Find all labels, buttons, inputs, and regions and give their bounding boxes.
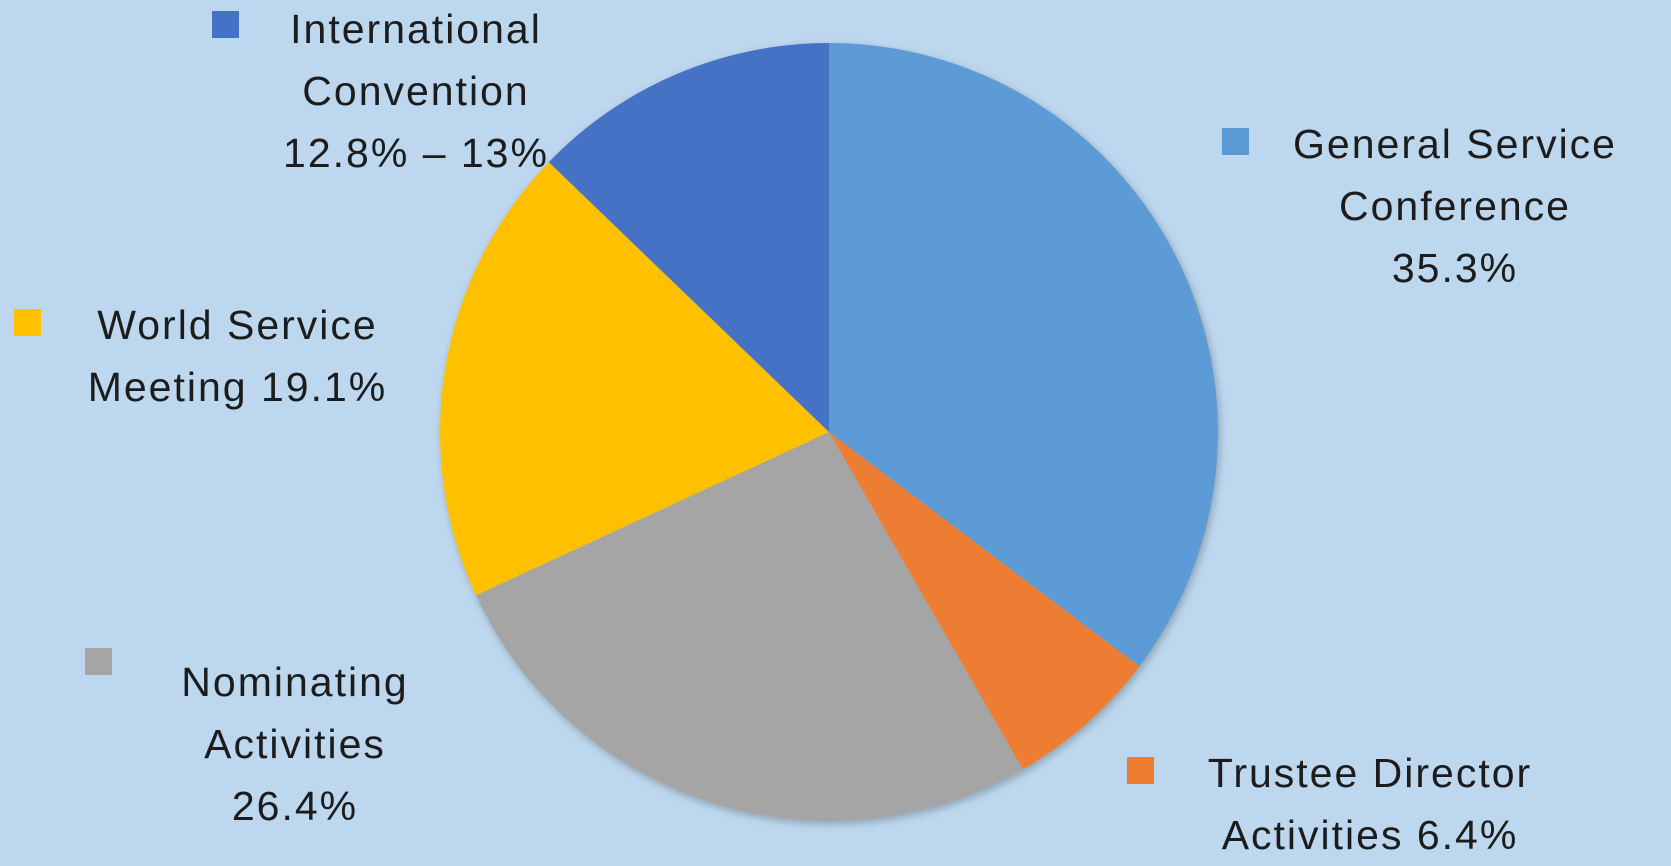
pie-slice bbox=[548, 43, 829, 432]
category-name: General Service Conference bbox=[1293, 121, 1617, 229]
pie bbox=[439, 43, 1218, 821]
value-label: 12.8% – 13% bbox=[283, 130, 549, 176]
category-name: World Service Meeting bbox=[87, 302, 378, 410]
legend-swatch bbox=[85, 648, 112, 675]
pie-slice bbox=[439, 162, 829, 596]
value-label: 19.1% bbox=[261, 364, 388, 410]
data-label: International Convention 12.8% – 13% bbox=[236, 0, 596, 184]
pie-slice bbox=[475, 432, 1023, 821]
value-label: 6.4% bbox=[1416, 812, 1519, 858]
data-label: Trustee Director Activities 6.4% bbox=[1160, 742, 1580, 866]
value-label: 26.4% bbox=[231, 783, 359, 829]
category-name: Trustee Director Activities bbox=[1207, 750, 1533, 858]
value-label: 35.3% bbox=[1391, 245, 1519, 291]
pie-slice bbox=[829, 43, 1218, 667]
legend-swatch bbox=[14, 309, 41, 336]
category-name: International Convention bbox=[290, 6, 542, 114]
legend-swatch bbox=[212, 11, 239, 38]
category-name: Nominating Activities bbox=[181, 659, 409, 767]
legend-swatch bbox=[1127, 757, 1154, 784]
data-label: Nominating Activities 26.4% bbox=[145, 651, 445, 837]
pie-slice bbox=[829, 432, 1140, 770]
data-label: General Service Conference 35.3% bbox=[1245, 113, 1665, 299]
legend-swatch bbox=[1222, 128, 1249, 155]
data-label: World Service Meeting 19.1% bbox=[55, 294, 420, 418]
